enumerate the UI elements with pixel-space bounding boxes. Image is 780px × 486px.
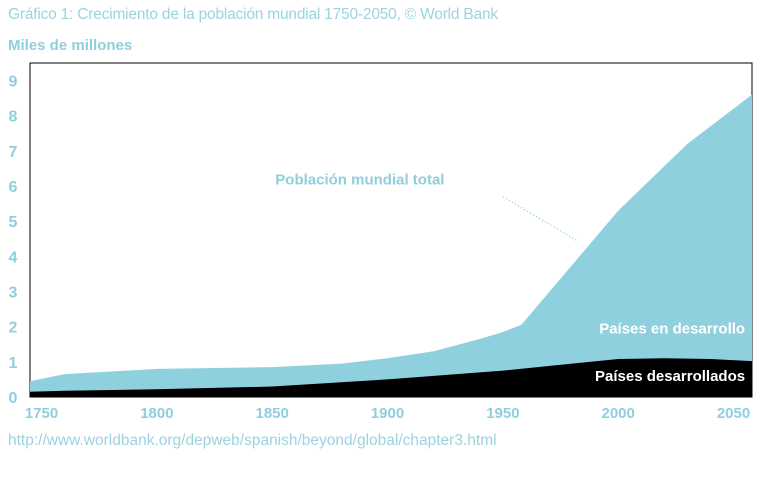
x-tick-label: 1850 (256, 405, 289, 422)
series-area-total (30, 94, 752, 397)
y-tick-label: 4 (9, 249, 18, 266)
annotation-developing: Países en desarrollo (599, 321, 745, 338)
y-tick-label: 6 (9, 179, 18, 196)
series-area-developed (30, 358, 752, 397)
y-tick-label: 3 (9, 285, 18, 302)
y-tick-label: 8 (9, 109, 18, 126)
y-tick-label: 9 (9, 74, 18, 91)
y-axis-label: Miles de millones (8, 37, 133, 54)
source-link[interactable]: http://www.worldbank.org/depweb/spanish/… (8, 432, 497, 449)
x-tick-label: 2000 (602, 405, 635, 422)
annotation-leader-line (502, 196, 577, 241)
y-tick-label: 0 (9, 390, 18, 407)
x-tick-label: 1950 (486, 405, 519, 422)
x-tick-label: 1750 (25, 405, 58, 422)
x-tick-label: 1800 (140, 405, 173, 422)
chart-title: Gráfico 1: Crecimiento de la población m… (8, 6, 498, 23)
y-tick-label: 7 (9, 144, 18, 161)
y-tick-label: 1 (9, 355, 18, 372)
x-tick-label: 2050 (717, 405, 750, 422)
y-tick-label: 2 (9, 320, 18, 337)
x-tick-label: 1900 (371, 405, 404, 422)
annotation-world-total: Población mundial total (275, 171, 444, 188)
y-tick-label: 5 (9, 214, 18, 231)
annotation-developed: Países desarrollados (595, 368, 745, 385)
